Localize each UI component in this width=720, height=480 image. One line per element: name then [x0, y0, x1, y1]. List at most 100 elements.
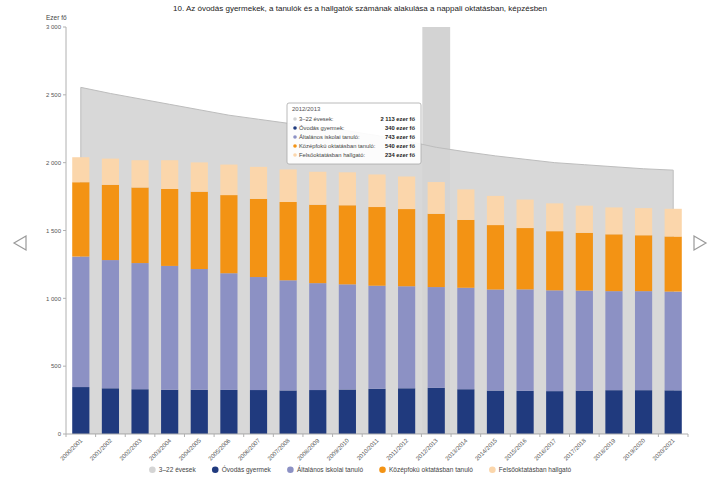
bar: [487, 196, 504, 225]
x-tick-label: 2010/2011: [356, 437, 380, 461]
y-axis-label: Ezer fő: [46, 14, 67, 21]
bar: [161, 266, 178, 390]
legend: 3–22 évesekÓvodás gyermekÁltalános iskol…: [149, 465, 571, 474]
y-tick-label: 2 500: [46, 92, 62, 98]
bar: [191, 162, 208, 191]
bar: [635, 208, 652, 235]
x-tick-label: 2015/2016: [503, 437, 528, 462]
x-tick-label: 2006/2007: [237, 437, 262, 462]
x-tick-separator: [154, 434, 155, 437]
x-tick-label: 2008/2009: [296, 437, 321, 462]
y-tick: [63, 162, 66, 163]
tooltip-bullet: [293, 117, 297, 121]
x-tick-label: 2000/2001: [59, 437, 84, 462]
tooltip-value: 340 ezer fő: [385, 125, 415, 131]
tooltip-value: 2 113 ezer fő: [381, 116, 416, 122]
bar: [428, 388, 445, 434]
bar: [250, 277, 267, 390]
bar: [576, 206, 593, 233]
bar: [517, 200, 534, 228]
x-tick-label: 2009/2010: [326, 437, 351, 462]
legend-item: Általános iskolai tanuló: [287, 465, 363, 473]
bar: [220, 390, 237, 434]
tooltip-bullet: [293, 153, 297, 157]
bar: [131, 263, 148, 389]
tooltip-bullet: [293, 144, 297, 148]
bar: [280, 390, 297, 434]
bar: [191, 192, 208, 269]
bar: [339, 390, 356, 434]
bar: [102, 388, 119, 434]
bar: [191, 269, 208, 390]
bar: [635, 235, 652, 291]
bar: [102, 185, 119, 260]
plot-area: [72, 27, 682, 434]
bar: [220, 195, 237, 273]
y-tick-label: 500: [51, 363, 62, 369]
x-tick-separator: [184, 434, 185, 437]
x-tick-separator: [302, 434, 303, 437]
legend-swatch: [489, 467, 496, 474]
bar: [309, 390, 326, 434]
x-tick-separator: [362, 434, 363, 437]
y-tick-label: 1 500: [46, 228, 62, 234]
x-tick-label: 2020/2021: [652, 437, 677, 462]
x-tick-label: 2017/2018: [563, 437, 588, 462]
bar: [428, 182, 445, 214]
bar: [517, 289, 534, 390]
x-tick-separator: [480, 434, 481, 437]
area: [81, 87, 673, 434]
bar: [309, 172, 326, 205]
bar: [576, 291, 593, 391]
tooltip-label: Felsőoktatásban hallgató:: [299, 152, 365, 158]
bar: [665, 209, 682, 237]
bar: [280, 169, 297, 202]
tooltip-value: 234 ezer fő: [385, 152, 415, 158]
bar: [428, 287, 445, 388]
bar: [368, 174, 385, 207]
bar: [665, 390, 682, 434]
legend-swatch: [287, 467, 294, 474]
bar: [457, 220, 474, 288]
legend-swatch: [212, 467, 219, 474]
legend-swatch: [149, 467, 156, 474]
x-tick-label: 2016/2017: [533, 437, 558, 462]
bar: [280, 202, 297, 280]
bar: [339, 205, 356, 284]
bar: [161, 160, 178, 189]
bar: [368, 389, 385, 434]
bar: [517, 228, 534, 289]
bar: [131, 187, 148, 263]
x-tick-separator: [451, 434, 452, 437]
x-tick-label: 2011/2012: [385, 437, 409, 461]
tooltip-label: Óvodás gyermek:: [299, 125, 345, 131]
x-tick-label: 2001/2002: [89, 437, 114, 462]
bar: [191, 390, 208, 434]
legend-label: Felsőoktatásban hallgató: [499, 466, 572, 474]
bar: [576, 233, 593, 291]
bar: [517, 391, 534, 434]
x-tick-separator: [539, 434, 540, 437]
bar: [398, 286, 415, 388]
x-tick-separator: [332, 434, 333, 437]
bar: [339, 172, 356, 205]
legend-label: 3–22 évesek: [159, 466, 197, 473]
bar: [605, 207, 622, 234]
x-tick-separator: [391, 434, 392, 437]
bar: [605, 390, 622, 434]
x-tick-label: 2004/2005: [178, 437, 203, 462]
bar: [546, 203, 563, 231]
bar: [368, 207, 385, 286]
bar: [72, 182, 89, 256]
legend-swatch: [379, 467, 386, 474]
legend-label: Középfokú oktatásban tanuló: [389, 466, 473, 474]
bar: [487, 225, 504, 289]
bar: [72, 387, 89, 434]
x-tick-label: 2019/2020: [622, 437, 647, 462]
nav-arrow-left: [14, 236, 26, 250]
bar: [131, 389, 148, 434]
bar: [665, 292, 682, 391]
x-tick-label: 2003/2004: [148, 437, 173, 462]
y-tick-label: 0: [58, 431, 62, 437]
tooltip-box: [287, 103, 421, 164]
